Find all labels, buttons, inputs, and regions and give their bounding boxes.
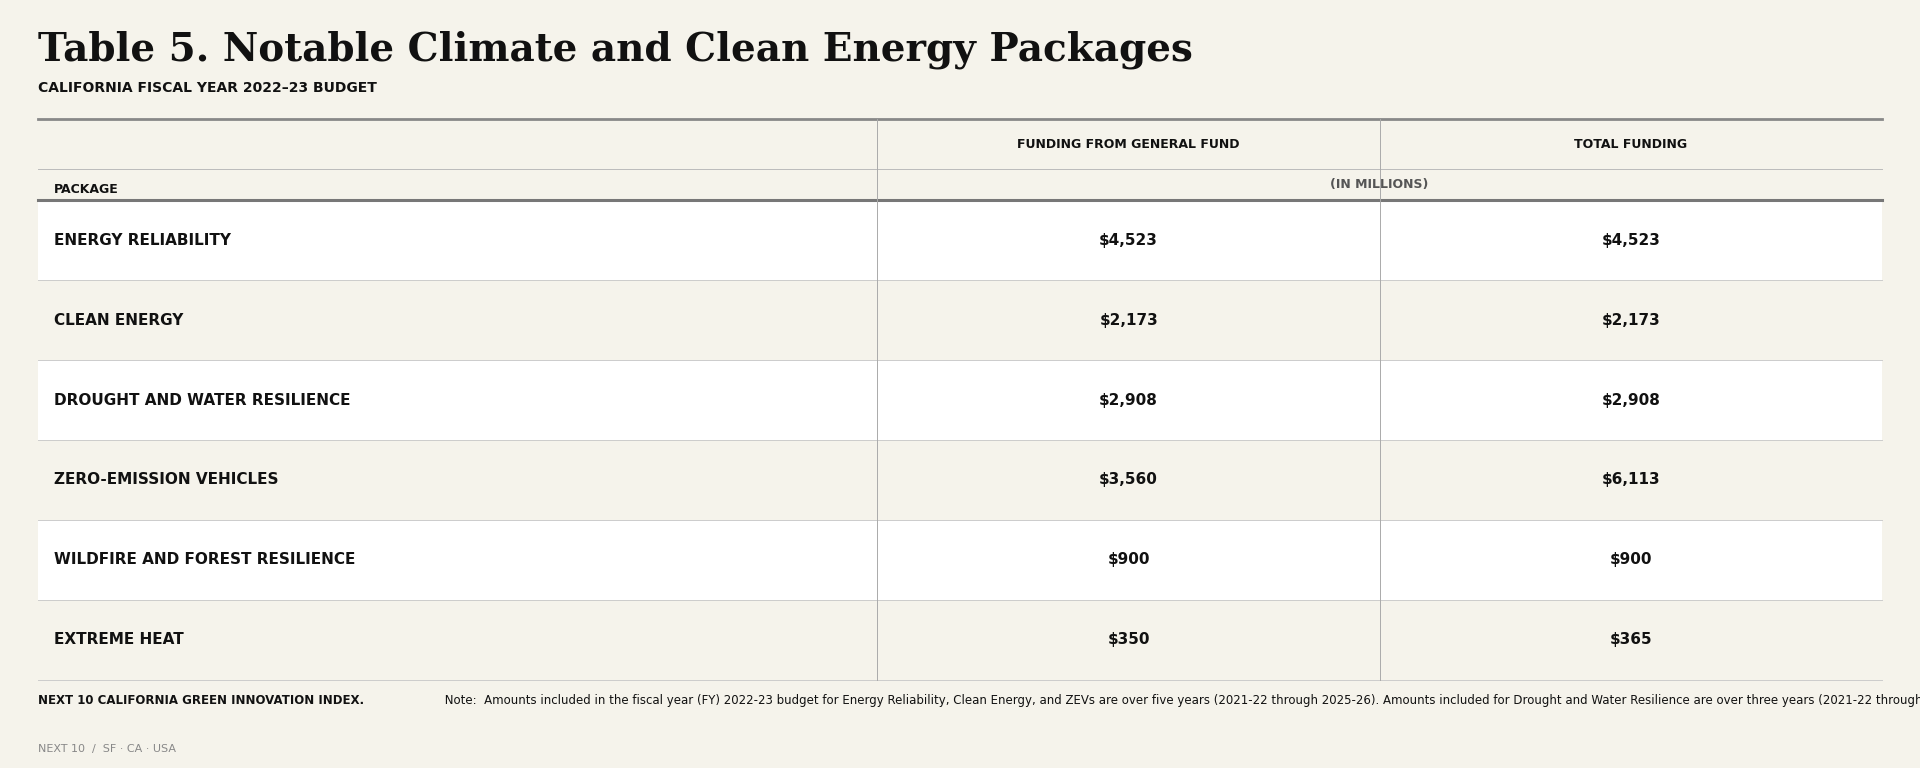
Text: $2,173: $2,173 [1100, 313, 1158, 328]
Text: $2,908: $2,908 [1100, 392, 1158, 408]
Text: Table 5. Notable Climate and Clean Energy Packages: Table 5. Notable Climate and Clean Energ… [38, 31, 1192, 69]
Text: PACKAGE: PACKAGE [54, 184, 119, 197]
Text: $2,173: $2,173 [1601, 313, 1661, 328]
Text: CALIFORNIA FISCAL YEAR 2022–23 BUDGET: CALIFORNIA FISCAL YEAR 2022–23 BUDGET [38, 81, 376, 94]
Text: $4,523: $4,523 [1601, 233, 1661, 248]
Text: $365: $365 [1609, 632, 1653, 647]
Text: WILDFIRE AND FOREST RESILIENCE: WILDFIRE AND FOREST RESILIENCE [54, 552, 355, 568]
Text: $4,523: $4,523 [1100, 233, 1158, 248]
Text: $3,560: $3,560 [1100, 472, 1158, 488]
Text: NEXT 10  /  SF · CA · USA: NEXT 10 / SF · CA · USA [38, 743, 177, 754]
Text: NEXT 10 CALIFORNIA GREEN INNOVATION INDEX.: NEXT 10 CALIFORNIA GREEN INNOVATION INDE… [38, 694, 365, 707]
Text: $2,908: $2,908 [1601, 392, 1661, 408]
Text: (IN MILLIONS): (IN MILLIONS) [1331, 178, 1428, 191]
Text: FUNDING FROM GENERAL FUND: FUNDING FROM GENERAL FUND [1018, 137, 1240, 151]
Text: $6,113: $6,113 [1601, 472, 1661, 488]
Text: EXTREME HEAT: EXTREME HEAT [54, 632, 184, 647]
Text: $900: $900 [1609, 552, 1653, 568]
Text: $350: $350 [1108, 632, 1150, 647]
Text: DROUGHT AND WATER RESILIENCE: DROUGHT AND WATER RESILIENCE [54, 392, 349, 408]
Text: ENERGY RELIABILITY: ENERGY RELIABILITY [54, 233, 230, 248]
Text: Note:  Amounts included in the fiscal year (FY) 2022-23 budget for Energy Reliab: Note: Amounts included in the fiscal yea… [442, 694, 1920, 707]
Text: TOTAL FUNDING: TOTAL FUNDING [1574, 137, 1688, 151]
Text: $900: $900 [1108, 552, 1150, 568]
Text: ZERO-EMISSION VEHICLES: ZERO-EMISSION VEHICLES [54, 472, 278, 488]
Text: CLEAN ENERGY: CLEAN ENERGY [54, 313, 182, 328]
